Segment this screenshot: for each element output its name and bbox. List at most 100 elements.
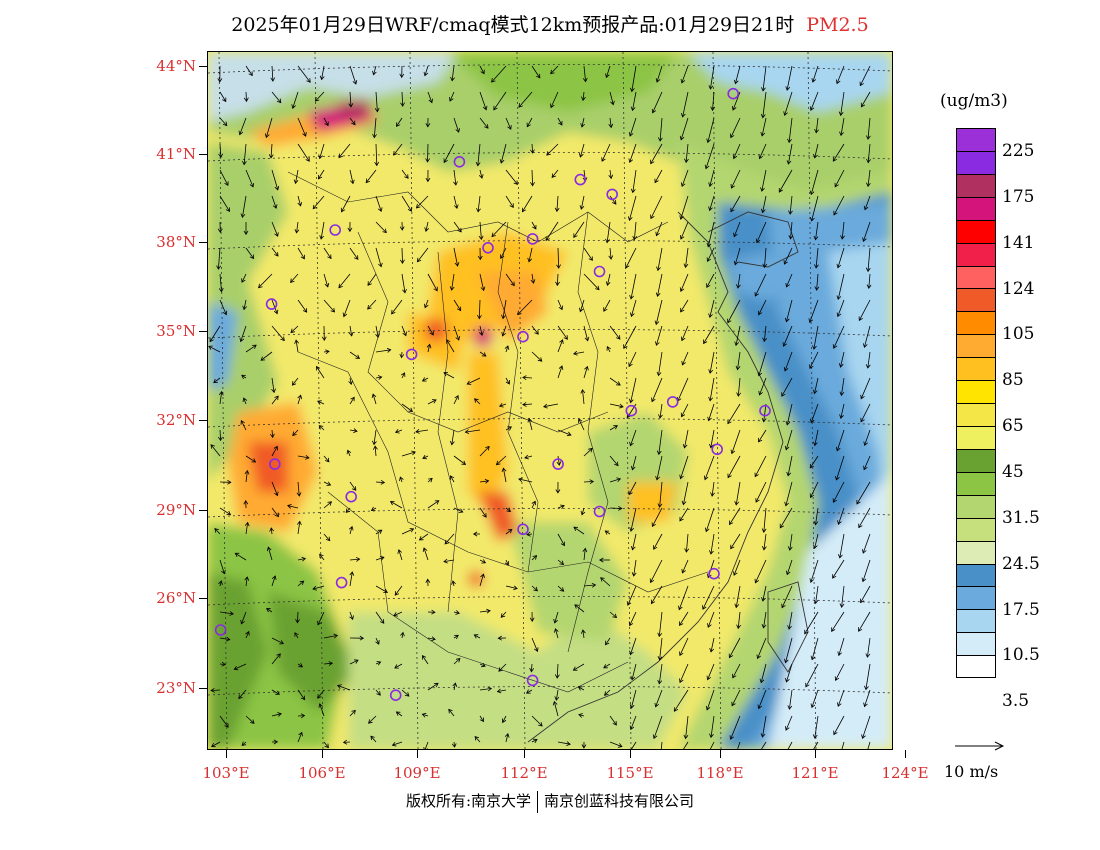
wind-vector [557, 365, 564, 379]
wind-vector [297, 556, 307, 562]
city-marker [405, 348, 418, 361]
lon-label: 103°E [202, 764, 250, 782]
wind-vector [555, 481, 561, 494]
wind-vector [271, 739, 279, 745]
wind-vector [600, 577, 611, 587]
wind-vector [399, 247, 405, 264]
lat-tick [199, 598, 207, 599]
lat-tick [199, 242, 207, 243]
wind-vector [630, 455, 637, 471]
wind-vector [242, 299, 247, 311]
wind-vector [394, 429, 403, 434]
wind-vector [323, 533, 331, 542]
wind-vector [391, 299, 403, 315]
footer-left: 版权所有:南京大学 [405, 792, 532, 810]
wind-vector [291, 377, 299, 386]
wind-vector [866, 169, 871, 188]
wind-vector [504, 345, 510, 353]
wind-vector [707, 403, 715, 422]
wind-vector [373, 445, 378, 457]
wind-vector [573, 350, 585, 356]
wind-vector [368, 715, 377, 724]
longitude-gridline [218, 52, 228, 749]
wind-vector [839, 585, 845, 608]
wind-vector [554, 663, 560, 679]
wind-vector [375, 585, 388, 593]
wind-vector [338, 273, 351, 289]
wind-vector [574, 604, 585, 613]
wind-vector [427, 325, 434, 336]
legend-label: 31.5 [1002, 507, 1040, 528]
wind-vector [427, 91, 433, 104]
wind-vector [813, 143, 819, 159]
wind-vector [837, 689, 845, 707]
wind-vector [453, 455, 467, 465]
lat-tick [199, 420, 207, 421]
wind-vector [522, 402, 533, 407]
wind-vector [705, 689, 715, 711]
city-marker [335, 576, 348, 589]
wind-vector [349, 65, 358, 85]
wind-vector [704, 507, 715, 533]
longitude-gridline [409, 52, 419, 749]
wind-vector [425, 169, 431, 183]
wind-vector [416, 247, 429, 263]
wind-vector [761, 507, 767, 533]
wind-vector [401, 195, 412, 212]
wind-vector [342, 299, 351, 318]
wind-vector [213, 377, 221, 384]
city-marker [574, 173, 587, 186]
wind-vector [401, 403, 414, 412]
wind-vector [629, 273, 637, 300]
wind-vector [497, 635, 507, 641]
wind-vector [655, 65, 663, 83]
wind-vector [367, 273, 377, 286]
map-title: 2025年01月29日WRF/cmaq模式12km预报产品:01月29日21时 P… [0, 10, 1100, 37]
wind-vector [526, 531, 533, 537]
wind-vector [271, 712, 282, 717]
wind-vector [863, 689, 871, 708]
wind-vector [375, 661, 382, 666]
wind-vector [297, 731, 303, 743]
wind-vector [608, 117, 614, 129]
wind-vector [239, 325, 247, 343]
wind-vector [296, 481, 302, 497]
wind-vector [349, 117, 356, 126]
wind-vector [531, 351, 543, 362]
wind-vector [813, 221, 819, 241]
wind-vector [728, 637, 741, 659]
wind-vector [218, 143, 224, 159]
wind-vector [628, 143, 637, 164]
wind-vector [245, 715, 255, 724]
wind-vector [240, 420, 247, 431]
wind-vector [629, 429, 637, 447]
wind-vector [736, 273, 741, 289]
wind-vector [557, 585, 565, 592]
wind-vector [679, 455, 689, 480]
wind-vector [219, 117, 228, 127]
wind-vector [216, 247, 222, 270]
wind-vector [349, 396, 355, 405]
wind-vector [656, 351, 663, 377]
wind-vector [609, 715, 617, 726]
wind-vector [812, 715, 819, 739]
wind-vector [401, 325, 407, 337]
wind-vector [863, 455, 871, 471]
legend-swatch [956, 425, 996, 449]
wind-vector [219, 91, 227, 103]
wind-vector [812, 325, 819, 350]
wind-vector [500, 247, 507, 259]
wind-vector [476, 195, 481, 213]
wind-vector [349, 481, 357, 491]
wind-vector [578, 418, 585, 431]
wind-vector [270, 65, 276, 82]
wind-vector [737, 741, 741, 749]
wind-vector [297, 689, 306, 701]
wind-vector [531, 585, 538, 592]
wind-vector [860, 585, 871, 604]
legend-label: 175 [1002, 186, 1035, 207]
wind-vector [271, 395, 279, 405]
wind-vector [271, 481, 279, 497]
wind-vector [478, 169, 484, 179]
wind-vector [730, 195, 741, 213]
